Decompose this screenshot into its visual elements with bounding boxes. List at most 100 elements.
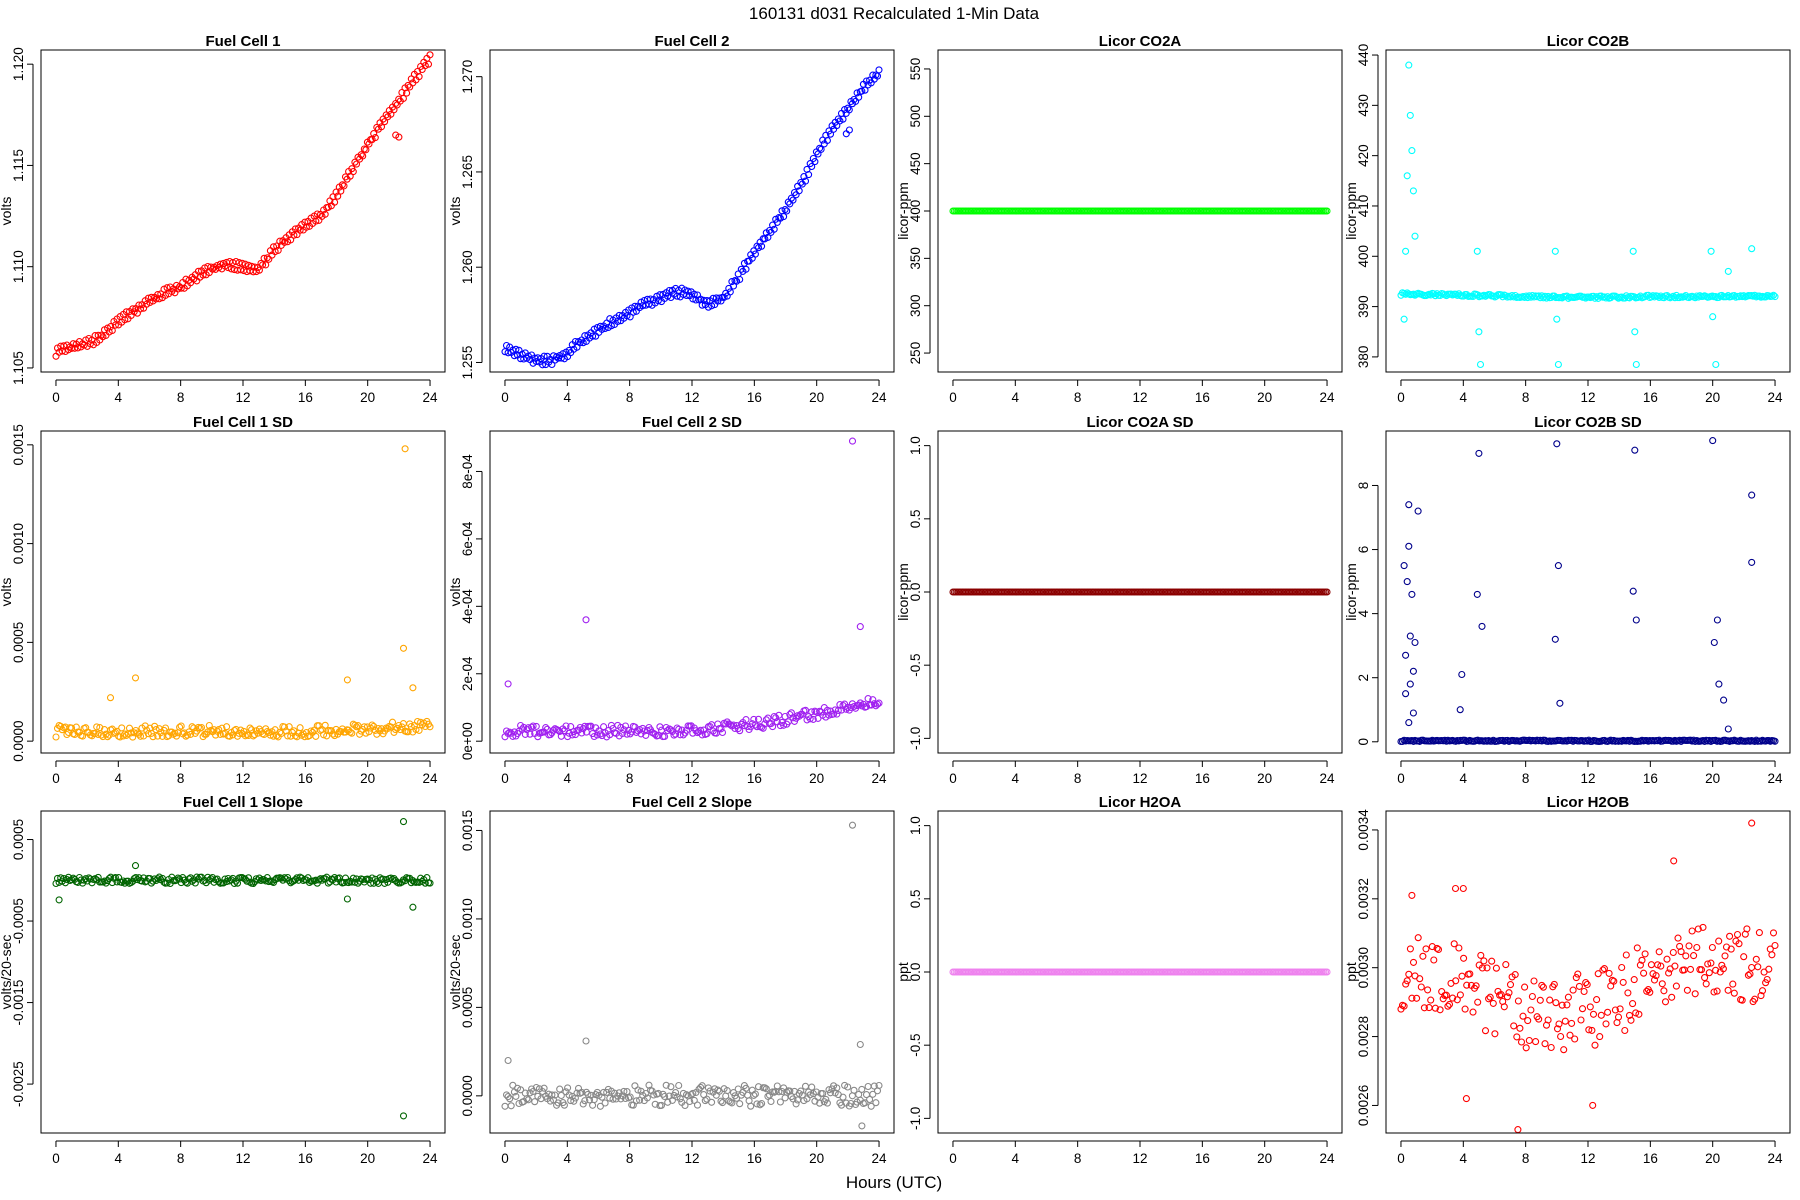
data-point [521,730,529,738]
data-point [578,1088,586,1096]
data-point [312,217,320,225]
data-point [568,731,576,739]
data-point [269,243,278,251]
data-point [340,182,348,190]
data-point [321,721,329,729]
data-point [1752,955,1760,963]
x-tick-label: 12 [235,771,250,786]
data-point [747,1102,755,1110]
y-tick-label: 0 [1356,738,1371,746]
data-point [1608,976,1616,984]
data-point [1489,999,1497,1007]
data-point [149,733,157,741]
plot-frame [937,49,1343,373]
data-point [161,724,170,732]
data-point [1621,1026,1629,1035]
data-point [163,879,171,887]
outlier-point [1724,267,1732,275]
data-point [412,725,420,734]
outlier-point [1720,696,1728,704]
data-point [553,353,561,361]
data-points [52,51,434,360]
data-point [1550,980,1558,988]
data-point [1491,1030,1499,1038]
y-axis: 1.255 1.260 1.265 1.270 [460,60,483,379]
data-point [651,730,659,738]
data-point [1682,952,1690,960]
data-point [393,878,401,886]
y-tick-label: 1.270 [460,60,475,94]
data-point [850,1086,858,1094]
data-point [395,95,403,103]
data-point [1416,975,1424,983]
panel-co2b: Licor CO2B licor-ppm 0 4 8 12 16 20 24 380 390 400 4… [1343,33,1791,405]
data-point [554,1099,562,1107]
data-point [1605,969,1613,977]
data-point [1625,1011,1634,1019]
y-axis-label: licor-ppm [1343,182,1359,240]
x-tick-label: 0 [501,390,509,405]
data-point [808,162,816,171]
data-point [183,879,191,887]
outlier-point [1556,699,1564,707]
data-point [257,876,265,885]
data-point [147,293,155,301]
data-point [686,1097,694,1106]
data-point [320,731,328,739]
plot-frame [40,810,446,1134]
data-point [1611,1006,1619,1014]
data-point [426,723,434,731]
x-tick-label: 4 [564,1151,572,1166]
data-point [507,1102,515,1110]
data-point [1522,1044,1530,1052]
data-point [1636,961,1644,969]
data-point [858,1085,866,1093]
x-tick-label: 0 [1397,390,1405,405]
data-point [348,729,356,737]
y-tick-label: 300 [908,294,923,317]
data-point [675,1081,683,1090]
data-point [726,288,734,296]
outlier-point [1632,360,1640,369]
data-point [147,729,155,737]
data-point [293,733,301,741]
outlier-point [1709,437,1717,445]
data-point [692,296,700,304]
data-point [273,242,281,250]
data-point [296,724,304,732]
data-point [756,1101,764,1109]
outlier-point [1631,446,1639,454]
x-tick-label: 20 [1257,1151,1272,1166]
x-tick-label: 16 [298,390,313,405]
data-point [736,1100,744,1108]
data-point [734,1085,742,1093]
y-axis: 0.0000 0.0005 0.0010 0.0015 [11,424,34,762]
data-point [1586,1003,1594,1011]
data-point [1428,943,1436,951]
data-point [331,874,339,882]
data-point [764,1092,772,1100]
outlier-point [1409,187,1417,195]
data-point [1502,961,1510,969]
y-axis: 380 390 400 410 420 430 440 [1356,44,1379,368]
y-tick-label: 4e-04 [460,589,475,624]
data-point [1460,954,1468,962]
data-point [86,340,94,348]
data-points [1397,437,1779,746]
data-point [1580,987,1588,996]
data-point [1524,1017,1532,1025]
data-point [1597,1011,1605,1019]
data-point [573,1089,581,1097]
data-point [873,700,882,708]
x-tick-label: 16 [298,1151,313,1166]
outlier-point [1400,315,1408,323]
data-point [1771,941,1779,950]
data-point [531,1098,539,1106]
plot-frame [1385,430,1791,754]
data-point [1455,944,1463,952]
x-axis: 0 4 8 12 16 20 24 [1397,379,1783,405]
x-axis: 0 4 8 12 16 20 24 [501,1140,887,1166]
data-point [249,268,257,276]
